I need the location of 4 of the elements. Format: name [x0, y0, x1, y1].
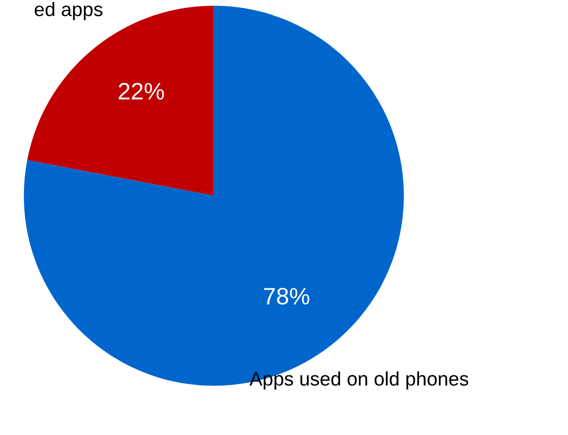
slice-label: Apps used on old phones [250, 371, 468, 390]
data-label: 22% [118, 82, 164, 100]
data-label: 78% [264, 288, 310, 305]
slice-label: ed apps [34, 2, 102, 20]
